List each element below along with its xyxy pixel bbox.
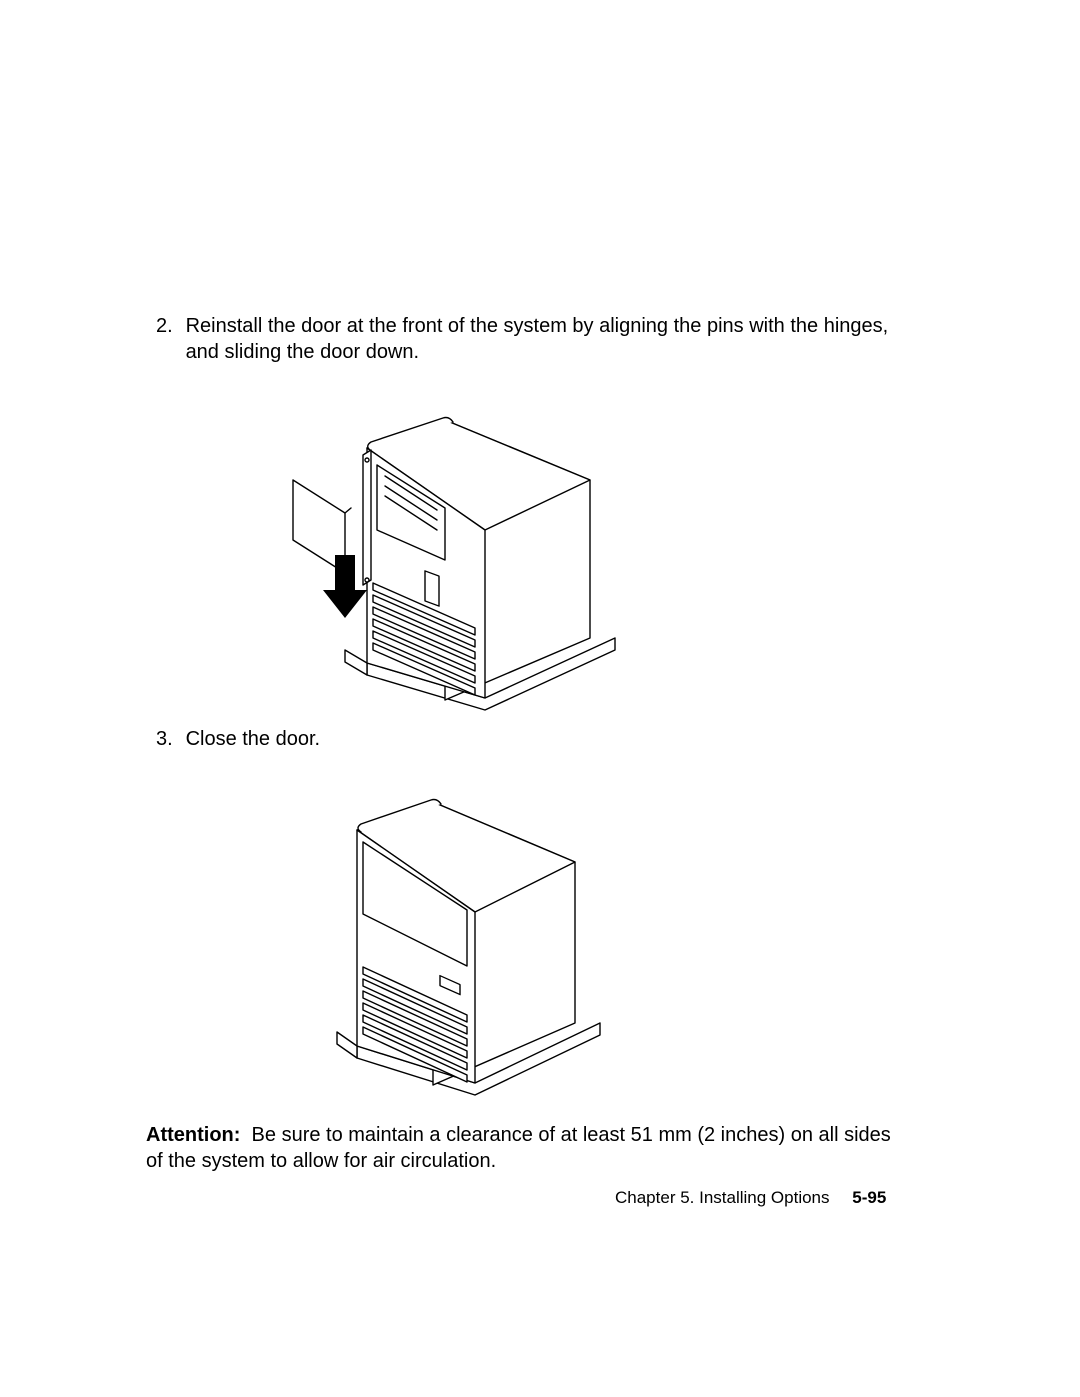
step-3-text: Close the door. [186, 726, 321, 752]
footer-page-number: 5-95 [852, 1188, 886, 1207]
attention-note: Attention: Be sure to maintain a clearan… [146, 1122, 946, 1174]
tower-door-closed-icon [315, 770, 615, 1100]
step-2-text: Reinstall the door at the front of the s… [186, 313, 946, 365]
page-footer: Chapter 5. Installing Options 5-95 [615, 1188, 886, 1208]
down-arrow-icon [323, 555, 367, 618]
figure-reinstall-door [285, 380, 645, 725]
attention-label: Attention: [146, 1124, 240, 1146]
step-3-number: 3. [156, 726, 180, 752]
tower-door-open-icon [285, 380, 645, 720]
attention-line1: Be sure to maintain a clearance of at le… [252, 1124, 891, 1146]
footer-chapter: Chapter 5. Installing Options [615, 1188, 830, 1207]
page: 2. Reinstall the door at the front of th… [0, 0, 1080, 1397]
attention-line2: of the system to allow for air circulati… [146, 1150, 496, 1172]
figure-door-closed [315, 770, 615, 1105]
step-2-line1: Reinstall the door at the front of the s… [186, 315, 889, 337]
step-2-number: 2. [156, 313, 180, 339]
step-2: 2. Reinstall the door at the front of th… [156, 313, 946, 365]
step-3: 3. Close the door. [156, 726, 946, 752]
step-2-line2: and sliding the door down. [186, 341, 420, 363]
